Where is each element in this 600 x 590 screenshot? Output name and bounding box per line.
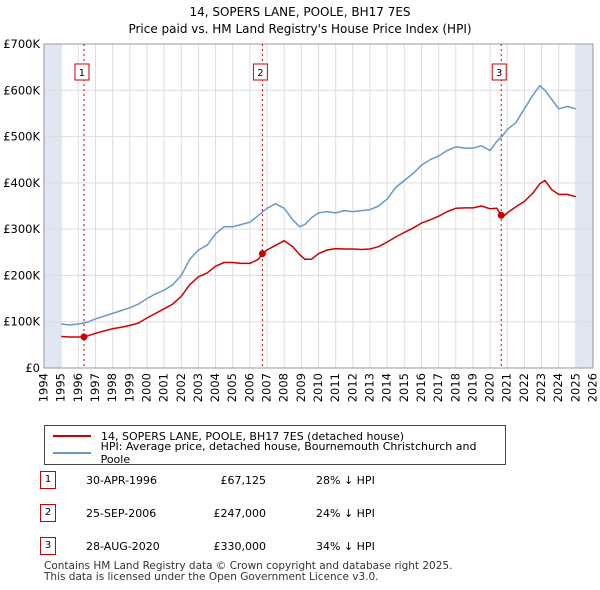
chart-legend: 14, SOPERS LANE, POOLE, BH17 7ES (detach… <box>44 425 506 466</box>
sale-hpi-diff: 34% ↓ HPI <box>316 540 375 553</box>
legend-item-hpi: HPI: Average price, detached house, Bour… <box>53 440 505 466</box>
sale-number-badge: 1 <box>40 471 56 489</box>
y-tick-label: £500K <box>3 130 40 144</box>
plot-frame <box>43 43 594 369</box>
x-tick-label: 2023 <box>534 373 548 402</box>
x-tick-label: 2022 <box>517 373 531 402</box>
sale-point <box>80 333 88 341</box>
sale-price: £67,125 <box>220 474 267 487</box>
x-tick-label: 2000 <box>139 373 153 402</box>
x-tick-label: 2014 <box>380 373 394 402</box>
hpi-series-line <box>61 84 576 326</box>
x-tick-label: 2015 <box>397 373 411 402</box>
legend-label-property: 14, SOPERS LANE, POOLE, BH17 7ES (detach… <box>101 429 404 443</box>
sale-number-badge: 2 <box>40 504 56 522</box>
x-tick-label: 1997 <box>88 373 102 402</box>
sale-label-box <box>252 63 268 81</box>
y-tick-label: £200K <box>3 268 40 282</box>
x-tick-label: 2005 <box>225 373 239 402</box>
x-tick-label: 2017 <box>431 373 445 402</box>
sale-row: 2 25-SEP-2006 £247,000 24% ↓ HPI <box>40 504 480 527</box>
x-tick-label: 2006 <box>242 373 256 402</box>
sale-point <box>497 211 505 219</box>
x-tick-label: 1996 <box>71 373 85 402</box>
chart-title-line1: 14, SOPERS LANE, POOLE, BH17 7ES <box>189 5 411 19</box>
sales-table: 1 30-APR-1996 £67,125 28% ↓ HPI 2 25-SEP… <box>40 471 480 570</box>
sale-date: 30-APR-1996 <box>86 474 158 487</box>
x-tick-label: 2003 <box>191 373 205 402</box>
y-tick-label: £0 <box>25 361 40 375</box>
y-tick-label: £300K <box>3 222 40 236</box>
x-tick-label: 2004 <box>208 373 222 402</box>
sale-label-box <box>491 63 507 81</box>
sale-date: 28-AUG-2020 <box>86 540 160 553</box>
x-tick-label: 1998 <box>105 373 119 402</box>
sale-row: 1 30-APR-1996 £67,125 28% ↓ HPI <box>40 471 480 494</box>
footer-attribution: Contains HM Land Registry data © Crown c… <box>44 561 452 583</box>
price-chart: £0 £100K £200K £300K £400K £500K £600K £700K 199… <box>3 37 600 402</box>
sale-price: £330,000 <box>213 540 267 553</box>
x-tick-label: 2021 <box>500 373 514 402</box>
sale-hpi-diff: 24% ↓ HPI <box>316 507 375 520</box>
x-tick-label: 2025 <box>568 373 582 402</box>
x-tick-label: 2011 <box>328 373 342 402</box>
x-tick-label: 2012 <box>345 373 359 402</box>
x-tick-label: 2009 <box>294 373 308 402</box>
footer-line1: Contains HM Land Registry data © Crown c… <box>44 560 453 572</box>
legend-item-property: 14, SOPERS LANE, POOLE, BH17 7ES (detach… <box>53 428 404 444</box>
x-tick-label: 1994 <box>37 373 51 402</box>
x-tick-label: 2019 <box>465 373 479 402</box>
sale-point <box>258 250 266 258</box>
shaded-range <box>44 44 62 368</box>
y-tick-label: £700K <box>3 37 40 51</box>
sale-number-badge: 3 <box>40 537 56 555</box>
x-tick-label: 2007 <box>260 373 274 402</box>
sale-hpi-diff: 28% ↓ HPI <box>316 474 375 487</box>
x-tick-label: 2016 <box>414 373 428 402</box>
x-tick-label: 2024 <box>551 373 565 402</box>
x-tick-label: 1999 <box>122 373 136 402</box>
chart-title-line2: Price paid vs. HM Land Registry's House … <box>128 22 472 36</box>
x-tick-label: 2001 <box>157 373 171 402</box>
footer-line2: This data is licensed under the Open Gov… <box>44 571 379 583</box>
legend-swatch-property <box>53 435 91 437</box>
sale-price: £247,000 <box>213 507 267 520</box>
sale-date: 25-SEP-2006 <box>86 507 157 520</box>
y-tick-label: £400K <box>3 176 40 190</box>
sale-label-box <box>74 63 90 81</box>
sale-label-number: 3 <box>496 68 502 79</box>
x-tick-label: 2026 <box>586 373 600 402</box>
x-tick-label: 2020 <box>483 373 497 402</box>
legend-swatch-hpi <box>53 452 91 454</box>
y-tick-label: £100K <box>3 315 40 329</box>
x-tick-label: 2008 <box>277 373 291 402</box>
sale-row: 3 28-AUG-2020 £330,000 34% ↓ HPI <box>40 537 480 560</box>
legend-label-hpi: HPI: Average price, detached house, Bour… <box>100 440 477 466</box>
x-tick-label: 2018 <box>448 373 462 402</box>
x-tick-label: 2013 <box>362 373 376 402</box>
x-tick-label: 1995 <box>54 373 68 402</box>
x-tick-label: 2010 <box>311 373 325 402</box>
sale-label-number: 2 <box>257 68 263 79</box>
x-tick-label: 2002 <box>174 373 188 402</box>
sale-label-number: 1 <box>79 68 85 79</box>
shaded-range <box>575 44 593 368</box>
y-tick-label: £600K <box>3 83 40 97</box>
